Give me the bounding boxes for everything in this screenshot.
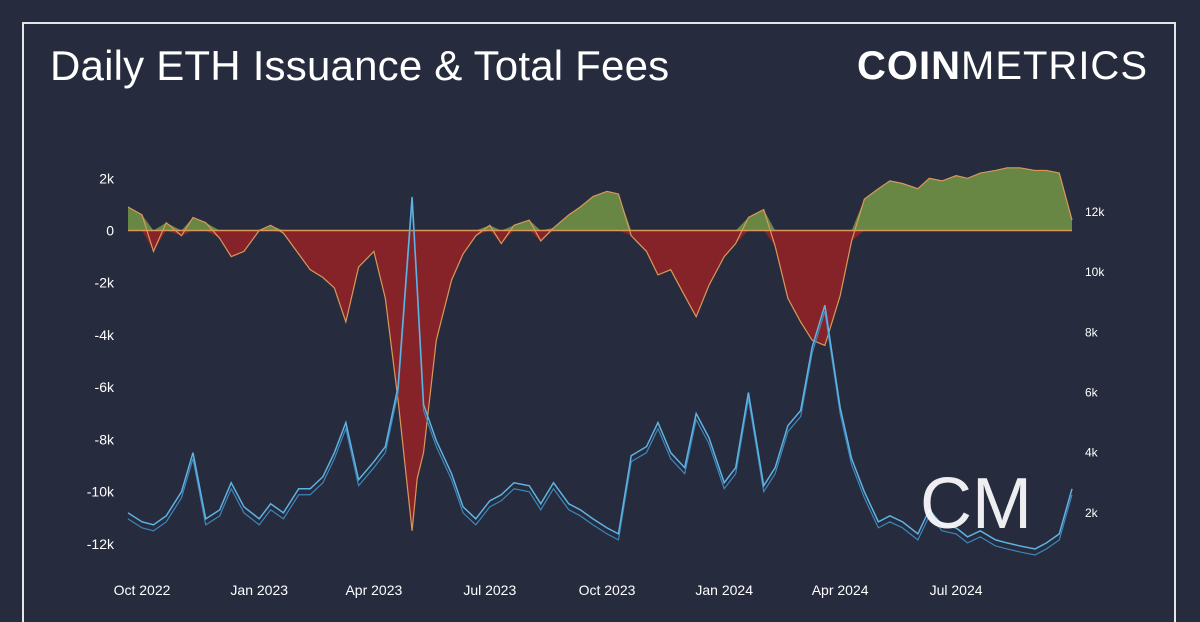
fees-line xyxy=(127,196,1073,550)
logo-metrics: METRICS xyxy=(961,44,1148,88)
y-right-tick-label: 6k xyxy=(1085,386,1099,400)
chart-title: Daily ETH Issuance & Total Fees xyxy=(50,42,670,89)
y-left-tick-label: -8k xyxy=(95,431,115,447)
y-right-tick-label: 2k xyxy=(1085,506,1099,520)
y-left-tick-label: -10k xyxy=(87,484,115,500)
issuance-positive-area xyxy=(128,167,1072,231)
x-tick-label: Apr 2023 xyxy=(345,582,402,598)
y-right-tick-label: 12k xyxy=(1085,205,1105,219)
issuance-negative-area xyxy=(128,230,1072,531)
y-right-tick-label: 10k xyxy=(1085,265,1105,279)
cm-watermark: CM xyxy=(920,464,1032,544)
y-left-tick-label: -12k xyxy=(87,536,115,552)
chart-frame xyxy=(22,22,1176,622)
x-tick-label: Oct 2022 xyxy=(114,582,171,598)
y-right-tick-label: 4k xyxy=(1085,446,1099,460)
y-right-tick-label: 8k xyxy=(1085,325,1099,339)
y-left-tick-label: -6k xyxy=(95,379,115,395)
plot-area: 2k 0 -2k -4k -6k -8k -10k -12k 12k 10k 8k 6k 4k 2k Oct… xyxy=(87,167,1105,598)
cm-watermark-text: CM xyxy=(920,464,1032,544)
y-left-tick-label: 0 xyxy=(106,223,114,239)
x-tick-label: Jan 2024 xyxy=(695,582,753,598)
chart-svg: 2k 0 -2k -4k -6k -8k -10k -12k 12k 10k 8k 6k 4k 2k Oct… xyxy=(87,167,1105,598)
x-tick-label: Jul 2023 xyxy=(463,582,516,598)
x-tick-label: Jul 2024 xyxy=(930,582,983,598)
y-left-tick-label: -2k xyxy=(95,275,115,291)
y-left-tick-label: 2k xyxy=(99,170,115,186)
y-left-tick-label: -4k xyxy=(95,327,115,343)
coinmetrics-logo: COINMETRICS xyxy=(857,44,1148,89)
fees-line-secondary xyxy=(127,202,1073,556)
issuance-line xyxy=(127,167,1073,531)
logo-coin: COIN xyxy=(857,44,961,88)
x-tick-label: Jan 2023 xyxy=(230,582,288,598)
x-tick-label: Oct 2023 xyxy=(579,582,636,598)
x-tick-label: Apr 2024 xyxy=(812,582,869,598)
